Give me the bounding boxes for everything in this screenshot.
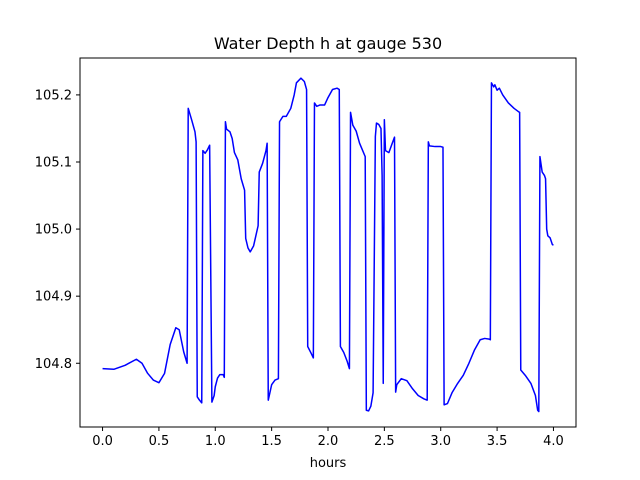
x-tick-label: 0.0 [92, 434, 113, 449]
series-line-0 [102, 77, 554, 413]
y-tick-label: 105.1 [35, 155, 72, 170]
y-tick-label: 104.9 [35, 290, 72, 305]
x-axis-ticks: 0.0 0.5 1.0 1.5 2.0 2.5 3.0 3.5 4.0 [92, 427, 564, 449]
y-tick-label: 105.0 [35, 223, 72, 238]
y-tick-label: 105.2 [35, 88, 72, 103]
chart-title: Water Depth h at gauge 530 [214, 34, 442, 53]
x-tick-label: 1.0 [205, 434, 226, 449]
x-tick-label: 0.5 [149, 434, 170, 449]
x-tick-label: 3.5 [487, 434, 508, 449]
x-tick-label: 4.0 [543, 434, 564, 449]
y-tick-label: 104.8 [35, 357, 72, 372]
plot-layer [102, 77, 554, 413]
x-axis-label: hours [310, 456, 347, 471]
x-tick-label: 3.0 [430, 434, 451, 449]
y-axis-ticks: 104.8 104.9 105.0 105.1 105.2 [35, 88, 80, 372]
x-tick-label: 2.5 [374, 434, 395, 449]
x-tick-label: 1.5 [261, 434, 282, 449]
x-tick-label: 2.0 [318, 434, 339, 449]
